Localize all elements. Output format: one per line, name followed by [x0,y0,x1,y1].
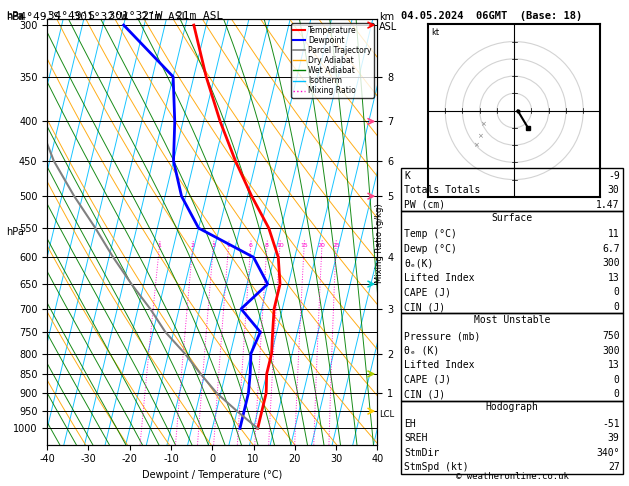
Text: 6: 6 [248,243,253,248]
Text: 0: 0 [614,389,620,399]
Text: hPa: hPa [6,227,24,237]
Legend: Temperature, Dewpoint, Parcel Trajectory, Dry Adiabat, Wet Adiabat, Isotherm, Mi: Temperature, Dewpoint, Parcel Trajectory… [291,23,374,98]
Text: CAPE (J): CAPE (J) [404,375,452,385]
Text: 1.47: 1.47 [596,200,620,210]
Text: ×: × [473,142,479,148]
Text: 11: 11 [608,229,620,239]
Text: K: K [404,171,410,181]
Text: Temp (°C): Temp (°C) [404,229,457,239]
Text: 4: 4 [226,243,231,248]
Text: 3: 3 [211,243,215,248]
Text: 30: 30 [608,185,620,195]
Text: 13: 13 [608,273,620,283]
Text: 25: 25 [332,243,340,248]
Text: © weatheronline.co.uk: © weatheronline.co.uk [456,472,569,481]
Text: Totals Totals: Totals Totals [404,185,481,195]
Text: θₑ (K): θₑ (K) [404,346,440,356]
Text: 1: 1 [157,243,162,248]
Text: SREH: SREH [404,433,428,443]
Text: 2: 2 [191,243,195,248]
Text: 39: 39 [608,433,620,443]
Text: CIN (J): CIN (J) [404,389,445,399]
Text: 04.05.2024  06GMT  (Base: 18): 04.05.2024 06GMT (Base: 18) [401,11,582,21]
Text: Mixing Ratio (g/kg): Mixing Ratio (g/kg) [375,203,384,283]
Text: 300: 300 [602,258,620,268]
Text: 0: 0 [614,375,620,385]
Text: CAPE (J): CAPE (J) [404,287,452,297]
Text: hPa: hPa [6,12,24,22]
Text: Hodograph: Hodograph [486,402,538,412]
Text: hPa: hPa [6,11,24,21]
Text: 27: 27 [608,462,620,472]
Text: 340°: 340° [596,448,620,458]
Text: StmDir: StmDir [404,448,440,458]
Text: Pressure (mb): Pressure (mb) [404,331,481,341]
Text: EH: EH [404,418,416,429]
Text: -34°49'S  301°32'W  21m ASL: -34°49'S 301°32'W 21m ASL [41,11,223,21]
Text: 300: 300 [602,346,620,356]
X-axis label: Dewpoint / Temperature (°C): Dewpoint / Temperature (°C) [142,470,282,480]
Text: 20: 20 [318,243,326,248]
Text: PW (cm): PW (cm) [404,200,445,210]
Text: km: km [379,12,394,22]
Text: CIN (J): CIN (J) [404,302,445,312]
Text: Most Unstable: Most Unstable [474,315,550,325]
Text: -34°49'S  301°32'W  21m ASL: -34°49'S 301°32'W 21m ASL [6,12,189,22]
Text: Lifted Index: Lifted Index [404,360,475,370]
Text: θₑ(K): θₑ(K) [404,258,434,268]
Text: -51: -51 [602,418,620,429]
Text: 15: 15 [300,243,308,248]
Text: 0: 0 [614,302,620,312]
Text: Lifted Index: Lifted Index [404,273,475,283]
Text: 8: 8 [265,243,269,248]
Text: ×: × [480,122,486,127]
Text: ×: × [477,134,482,139]
Text: Dewp (°C): Dewp (°C) [404,243,457,254]
Text: 0: 0 [614,287,620,297]
Text: kt: kt [431,28,440,36]
Text: 750: 750 [602,331,620,341]
Text: 10: 10 [276,243,284,248]
Text: Surface: Surface [491,213,533,223]
Text: 6.7: 6.7 [602,243,620,254]
Text: -9: -9 [608,171,620,181]
Text: ASL: ASL [379,22,398,32]
Text: StmSpd (kt): StmSpd (kt) [404,462,469,472]
Text: 13: 13 [608,360,620,370]
Text: LCL: LCL [379,410,394,419]
